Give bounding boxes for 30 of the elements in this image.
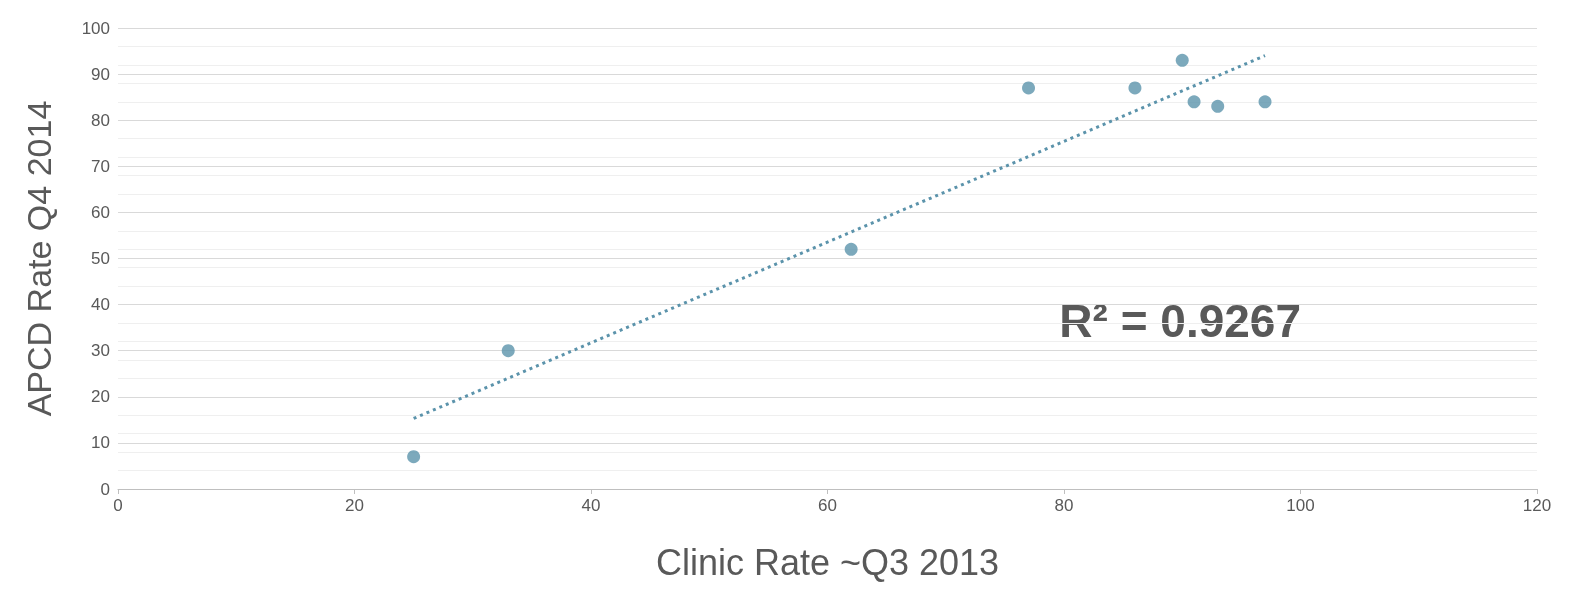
y-axis-title: APCD Rate Q4 2014 [20, 100, 58, 417]
x-tick-label: 40 [581, 496, 601, 515]
y-tick-label: 100 [81, 18, 110, 38]
y-tick-label: 30 [91, 341, 110, 361]
y-tick-label: 20 [91, 387, 110, 407]
x-tick-label: 120 [1522, 496, 1552, 515]
point [1128, 81, 1142, 95]
y-tick-label: 90 [91, 64, 110, 84]
y-tick-label: 70 [91, 156, 110, 176]
y-tick-label: 80 [91, 110, 110, 130]
point [1211, 99, 1225, 113]
point [844, 242, 858, 256]
point [407, 450, 421, 464]
x-tick-label: 100 [1286, 496, 1315, 515]
y-tick-label: 0 [100, 479, 110, 499]
x-tick-label: 0 [113, 496, 123, 515]
x-axis-title: Clinic Rate ~Q3 2013 [655, 541, 1000, 583]
y-tick-label: 50 [91, 249, 110, 268]
x-tick-label: 80 [1054, 496, 1074, 515]
point [1258, 95, 1272, 109]
y-tick-label: 10 [91, 433, 110, 453]
point [1187, 95, 1201, 109]
point [1175, 53, 1189, 67]
point [1022, 81, 1036, 95]
y-tick-label: 40 [91, 295, 110, 315]
point [501, 344, 515, 358]
annotation: R² = 0.9267 [1059, 295, 1302, 347]
x-tick-label: 60 [818, 496, 837, 515]
x-tick-label: 20 [345, 496, 364, 515]
y-tick-label: 60 [91, 202, 110, 222]
